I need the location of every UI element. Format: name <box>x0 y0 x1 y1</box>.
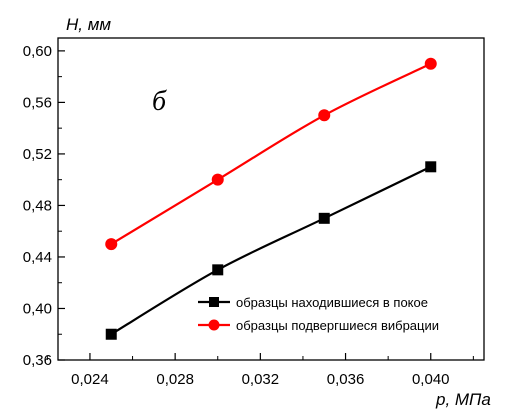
x-tick-label-0: 0,024 <box>71 371 109 388</box>
x-tick-label-3: 0,036 <box>327 371 365 388</box>
legend-label-1: образцы подвергшиеся вибрации <box>236 318 439 333</box>
series-0-point-0 <box>105 328 117 340</box>
x-axis-title: p, МПа <box>435 390 491 409</box>
legend: образцы находившиеся в покое образцы под… <box>198 295 439 333</box>
axes: 0,024 0,028 0,032 0,036 0,040 0,36 0,40 0,44 0,4… <box>23 37 485 388</box>
x-tick-label-4: 0,040 <box>412 371 450 388</box>
legend-marker-1 <box>208 319 220 331</box>
x-tick-label-1: 0,028 <box>156 371 194 388</box>
series-1-point-3 <box>424 57 437 70</box>
y-tick-label-3: 0,48 <box>23 197 52 214</box>
panel-annotation: б <box>152 86 167 117</box>
series-0-point-1 <box>212 264 224 276</box>
y-tick-label-2: 0,44 <box>23 249 52 266</box>
plot-frame <box>57 37 485 361</box>
y-tick-label-5: 0,56 <box>23 94 52 111</box>
series-1-point-2 <box>318 109 331 122</box>
series-1-point-0 <box>105 238 118 251</box>
legend-label-0: образцы находившиеся в покое <box>236 295 428 310</box>
series-line-1 <box>110 62 432 246</box>
series-0-point-3 <box>425 161 437 173</box>
y-tick-label-6: 0,60 <box>23 43 52 60</box>
x-tick-label-2: 0,032 <box>242 371 280 388</box>
series-layer <box>105 57 437 340</box>
series-1-point-1 <box>211 173 224 186</box>
y-tick-label-0: 0,36 <box>23 352 52 369</box>
series-0-point-2 <box>318 212 330 224</box>
y-axis-title: H, мм <box>66 15 111 34</box>
y-tick-label-1: 0,40 <box>23 300 52 317</box>
y-tick-label-4: 0,52 <box>23 146 52 163</box>
legend-marker-0 <box>209 297 219 307</box>
series-line-0 <box>110 165 432 336</box>
